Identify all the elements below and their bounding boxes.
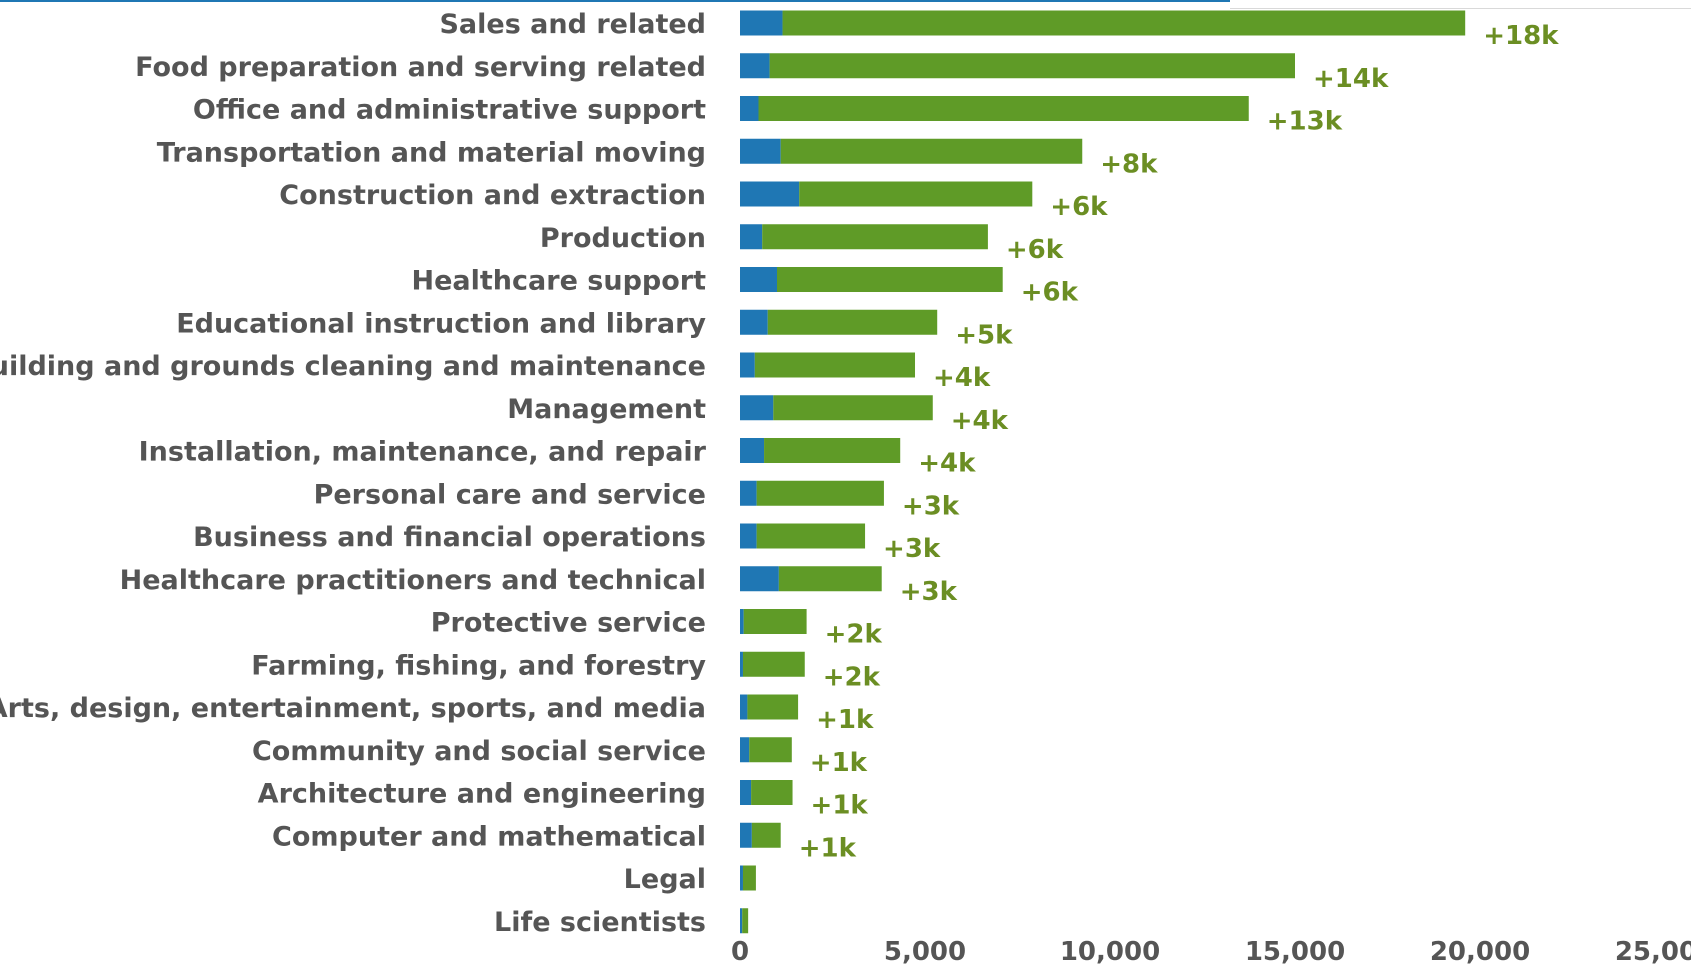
bar-segment-blue xyxy=(740,224,763,250)
category-label: Farming, fishing, and forestry xyxy=(251,650,706,681)
top-rule xyxy=(0,0,1230,2)
data-label: +4k xyxy=(918,449,976,479)
x-tick-label: 5,000 xyxy=(884,937,966,967)
bar-segment-blue xyxy=(740,822,752,848)
category-label: Production xyxy=(540,223,706,254)
x-tick-label: 10,000 xyxy=(1060,937,1160,967)
category-label: Management xyxy=(507,394,706,425)
bar-segment-blue xyxy=(740,181,800,207)
bar-segment-blue xyxy=(740,352,755,378)
category-label: Building and grounds cleaning and mainte… xyxy=(0,351,706,382)
category-label: Healthcare practitioners and technical xyxy=(120,565,706,596)
bar-segment-green xyxy=(767,309,938,335)
bar-segment-green xyxy=(764,438,901,463)
bar-segment-blue xyxy=(740,908,743,934)
bar-segment-green xyxy=(742,865,756,891)
category-label: Healthcare support xyxy=(412,266,707,297)
bar-segment-green xyxy=(799,181,1033,207)
category-label: Sales and related xyxy=(439,9,706,40)
category-label: Office and administrative support xyxy=(193,95,706,126)
data-label: +2k xyxy=(823,662,881,692)
bar-segment-green xyxy=(756,480,884,506)
data-label: +14k xyxy=(1313,64,1389,94)
bar-segment-green xyxy=(742,908,749,934)
bar-segment-green xyxy=(777,267,1003,292)
bar-segment-blue xyxy=(740,395,774,421)
data-label: +1k xyxy=(799,833,857,863)
bar-segment-blue xyxy=(740,267,777,292)
category-label: Installation, maintenance, and repair xyxy=(139,437,707,468)
top-rule-gray xyxy=(1230,8,1691,9)
bar-segment-blue xyxy=(740,780,752,805)
data-label: +3k xyxy=(900,577,958,607)
bar-segment-blue xyxy=(740,737,750,763)
data-label: +5k xyxy=(955,320,1013,350)
bar-segment-green xyxy=(773,395,933,421)
bar-segment-blue xyxy=(740,96,759,121)
bar-segment-green xyxy=(758,96,1249,121)
category-label: Educational instruction and library xyxy=(176,308,706,339)
bar-segment-green xyxy=(743,609,807,634)
data-label: +13k xyxy=(1267,107,1343,137)
bar-segment-green xyxy=(747,694,799,720)
bar-segment-blue xyxy=(740,480,757,506)
bar-segment-green xyxy=(769,53,1295,79)
data-label: +1k xyxy=(811,791,869,821)
x-tick-label: 25,000 xyxy=(1615,937,1691,967)
bar-segment-blue xyxy=(740,566,779,592)
bar-segment-green xyxy=(778,566,882,592)
category-label: Architecture and engineering xyxy=(258,779,706,810)
x-tick-label: 0 xyxy=(731,937,749,967)
bar-segment-green xyxy=(780,138,1083,164)
category-label: Food preparation and serving related xyxy=(135,52,706,83)
category-label: Transportation and material moving xyxy=(157,137,706,168)
bar-segment-blue xyxy=(740,10,783,36)
category-label: Protective service xyxy=(431,608,706,639)
data-label: +18k xyxy=(1483,21,1559,51)
bar-segment-blue xyxy=(740,651,743,677)
data-label: +2k xyxy=(825,620,883,650)
category-label: Computer and mathematical xyxy=(272,821,706,852)
category-label: Construction and extraction xyxy=(279,180,706,211)
bar-segment-green xyxy=(756,523,866,549)
bar-segment-green xyxy=(751,822,781,848)
bar-segment-blue xyxy=(740,53,770,79)
bar-segment-blue xyxy=(740,694,748,720)
bar-segment-blue xyxy=(740,138,781,164)
data-label: +8k xyxy=(1100,149,1158,179)
bar-segment-blue xyxy=(740,309,768,335)
bar-segment-blue xyxy=(740,609,744,634)
data-label: +3k xyxy=(883,534,941,564)
bar-segment-green xyxy=(751,780,793,805)
data-label: +4k xyxy=(951,406,1009,436)
bar-segment-blue xyxy=(740,438,765,463)
bar-segment-green xyxy=(754,352,916,378)
bar-segment-blue xyxy=(740,523,757,549)
bar-segment-green xyxy=(742,651,805,677)
x-tick-label: 20,000 xyxy=(1430,937,1530,967)
data-label: +3k xyxy=(902,491,960,521)
bar-segment-green xyxy=(762,224,988,250)
category-label: Arts, design, entertainment, sports, and… xyxy=(0,693,706,724)
category-label: Life scientists xyxy=(494,907,706,938)
data-label: +1k xyxy=(816,705,874,735)
data-label: +6k xyxy=(1021,278,1079,308)
data-label: +6k xyxy=(1006,235,1064,265)
category-label: Business and financial operations xyxy=(193,522,706,553)
bar-segment-green xyxy=(749,737,792,763)
data-label: +4k xyxy=(933,363,991,393)
data-label: +1k xyxy=(810,748,868,778)
category-label: Personal care and service xyxy=(314,479,706,510)
data-label: +6k xyxy=(1050,192,1108,222)
x-tick-label: 15,000 xyxy=(1245,937,1345,967)
category-label: Community and social service xyxy=(252,736,706,767)
bar-segment-blue xyxy=(740,865,743,891)
category-label: Legal xyxy=(624,864,706,895)
bar-segment-green xyxy=(782,10,1466,36)
